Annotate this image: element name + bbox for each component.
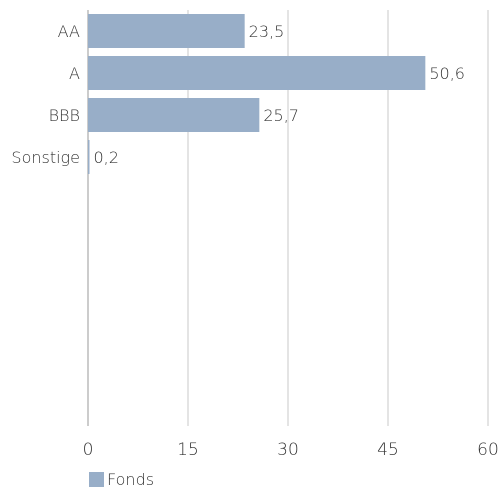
x-axis-tick-labels: 0 15 30 45 60 [83,440,499,460]
category-label: A [69,64,80,83]
category-label: Sonstige [11,148,80,167]
bar [88,140,90,174]
bars [88,14,426,174]
legend-label-fonds: Fonds [107,470,155,489]
bar [88,14,245,48]
x-tick-label: 45 [377,440,399,460]
category-label: BBB [49,106,80,125]
legend: Fonds [89,470,154,489]
data-label: 50,6 [429,64,465,83]
x-tick-label: 15 [177,440,199,460]
x-tick-label: 60 [477,440,499,460]
data-labels: 23,5 50,6 25,7 0,2 [94,22,465,167]
bar [88,98,260,132]
data-label: 25,7 [263,106,299,125]
x-tick-label: 0 [83,440,94,460]
legend-swatch-fonds [89,472,104,487]
bar [88,56,426,90]
x-tick-label: 30 [277,440,299,460]
category-label: AA [58,22,80,41]
data-label: 23,5 [249,22,285,41]
data-label: 0,2 [94,148,119,167]
